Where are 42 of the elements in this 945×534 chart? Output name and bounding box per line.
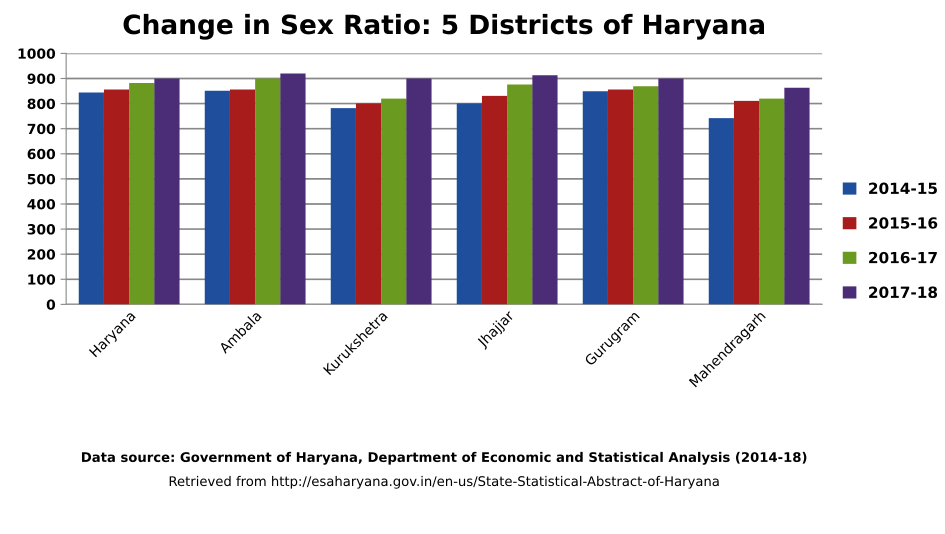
y-tick-label: 100 bbox=[28, 274, 56, 285]
bar bbox=[608, 90, 634, 304]
bar bbox=[154, 78, 180, 304]
legend-label: 2015-16 bbox=[869, 217, 938, 229]
bar bbox=[204, 90, 230, 304]
bar bbox=[532, 75, 558, 304]
y-tick-label: 900 bbox=[27, 73, 56, 84]
bar bbox=[280, 73, 306, 304]
bar bbox=[784, 88, 810, 304]
bar bbox=[734, 100, 760, 304]
y-tick-label: 800 bbox=[28, 98, 56, 110]
legend-label: 2014-15 bbox=[869, 182, 937, 194]
bar bbox=[104, 90, 130, 304]
y-tick-label: 300 bbox=[28, 224, 56, 235]
y-tick-label: 0 bbox=[46, 299, 56, 310]
bar bbox=[255, 78, 280, 304]
bar bbox=[129, 83, 154, 304]
legend-label: 2017-18 bbox=[869, 286, 938, 298]
bar bbox=[330, 108, 356, 304]
bar bbox=[356, 103, 382, 304]
y-tick-label: 600 bbox=[28, 148, 56, 160]
bar bbox=[708, 118, 734, 304]
bar bbox=[658, 78, 684, 304]
chart-title: Change in Sex Ratio: 5 Districts of Haryana bbox=[124, 14, 764, 40]
y-tick-label: 200 bbox=[28, 249, 56, 260]
source-note: Data source: Government of Haryana, Department of Economic and Statistical Analysis (2014-18) bbox=[82, 452, 806, 465]
y-tick-label: 500 bbox=[28, 174, 56, 184]
text: Retrieved from http://esaharyana.gov.in/en-us/State-Statistical-Abstract-of-Haryana bbox=[170, 476, 719, 489]
bar bbox=[633, 86, 658, 304]
bar bbox=[456, 103, 482, 304]
legend-label: 2016-17 bbox=[869, 252, 937, 264]
bar bbox=[230, 90, 256, 304]
bar bbox=[582, 91, 608, 304]
bar bbox=[759, 98, 784, 304]
y-tick-label: 700 bbox=[28, 124, 56, 134]
bar bbox=[381, 98, 406, 304]
y-tick-label: 400 bbox=[27, 198, 56, 210]
y-tick-label: 1000 bbox=[18, 48, 56, 59]
bar bbox=[406, 78, 432, 304]
bar bbox=[78, 92, 104, 304]
bar bbox=[507, 84, 532, 304]
bar bbox=[482, 96, 508, 304]
